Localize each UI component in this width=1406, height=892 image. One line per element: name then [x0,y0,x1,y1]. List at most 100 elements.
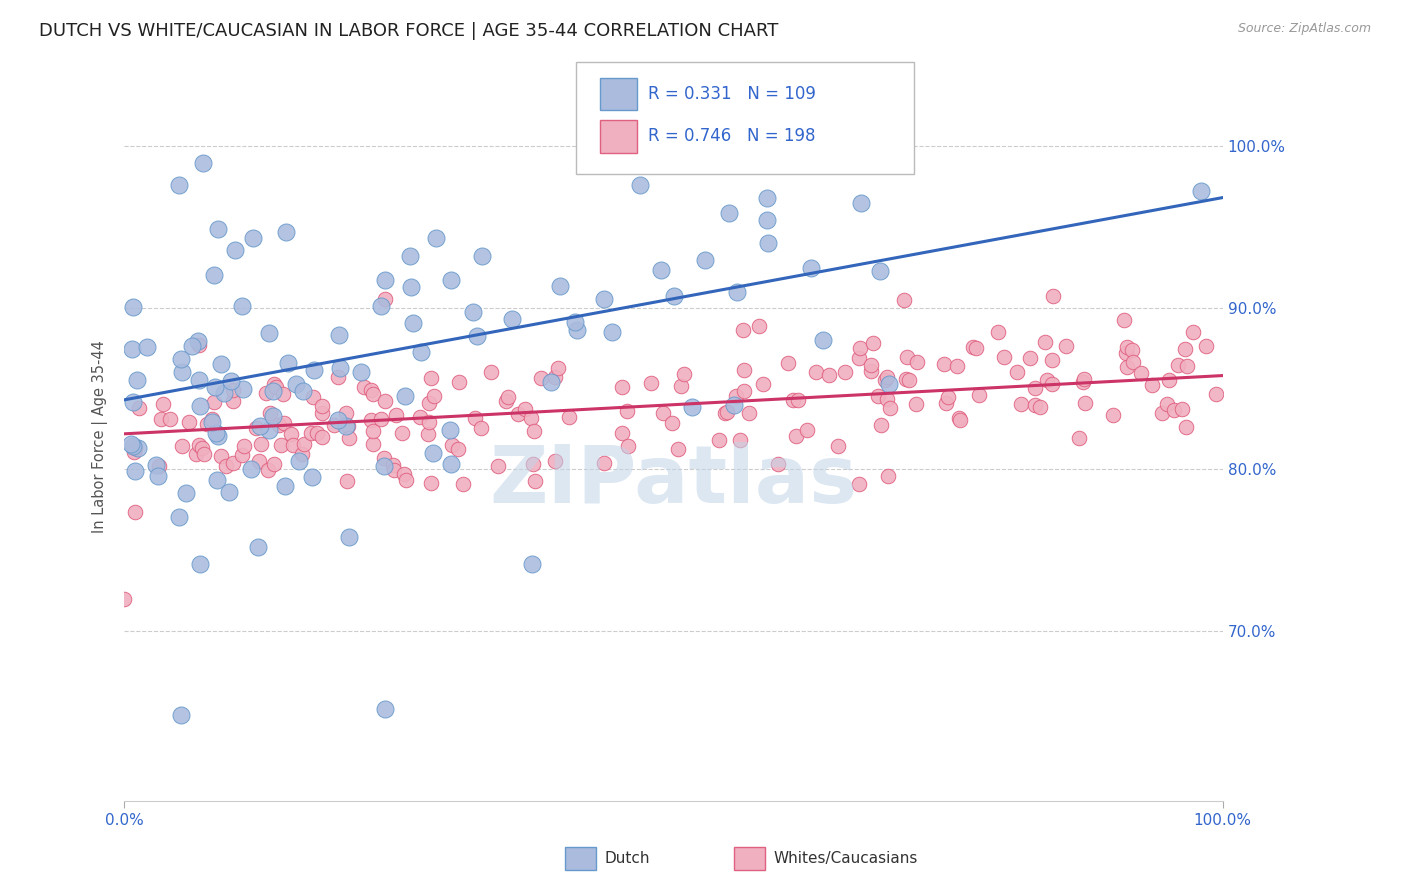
Point [668,442,690,457]
Point [121,342,143,356]
Point [360,413,382,427]
Point [768,457,790,471]
Point [935,396,957,410]
Point [695,253,717,268]
Point [1067,431,1090,445]
Point [848,342,870,356]
Point [335,406,357,420]
Point [709,433,731,447]
Point [370,299,392,313]
Point [948,411,970,425]
Point [1073,372,1095,386]
Point [420,475,443,490]
Point [124,464,146,478]
Point [233,439,256,453]
Point [755,191,778,205]
Point [262,384,284,398]
Point [193,447,215,461]
Point [188,399,211,413]
Point [329,360,352,375]
Point [121,439,143,453]
Point [221,375,243,389]
Point [374,273,396,287]
Point [486,458,509,473]
Point [1195,338,1218,352]
Point [987,325,1010,339]
Point [263,457,285,471]
Point [1024,397,1046,411]
Point [652,406,675,420]
Point [374,394,396,409]
Point [544,370,567,384]
Point [177,415,200,429]
Point [610,426,633,441]
Point [273,387,295,401]
Point [292,384,315,398]
Point [259,406,281,420]
Point [249,437,271,451]
Point [245,421,267,435]
Point [593,292,616,306]
Point [600,326,623,340]
Point [893,293,915,308]
Point [796,423,818,437]
Point [122,444,145,458]
Point [419,371,441,385]
Point [1024,381,1046,395]
Point [207,429,229,443]
Point [506,407,529,421]
Point [672,368,695,382]
Point [564,315,586,329]
Point [481,365,503,379]
Point [1033,334,1056,349]
Point [876,370,898,384]
Point [247,540,270,554]
Point [495,394,517,409]
Point [547,360,569,375]
Point [337,431,360,445]
Point [336,419,359,434]
Point [231,448,253,462]
Point [669,379,692,393]
Point [287,453,309,467]
Point [361,387,384,401]
Point [382,463,405,477]
Point [209,449,232,463]
Point [240,462,263,476]
Point [280,426,302,441]
Point [302,390,325,404]
Point [1035,373,1057,387]
Point [866,388,889,402]
Point [869,263,891,277]
Point [530,371,553,385]
Point [782,393,804,408]
Point [593,456,616,470]
Point [214,385,236,400]
Point [1112,312,1135,326]
Point [112,591,135,606]
Point [1029,401,1052,415]
Point [311,430,333,444]
Point [361,437,384,451]
Point [425,231,447,245]
Point [311,406,333,420]
Point [122,301,145,315]
Point [409,344,432,359]
Point [301,470,323,484]
Point [274,479,297,493]
Point [464,411,486,425]
Point [733,323,755,337]
Text: ZIPatlas: ZIPatlas [489,442,858,520]
Point [187,438,209,452]
Point [401,279,423,293]
Point [231,382,253,396]
Point [218,485,240,500]
Point [498,390,520,404]
Point [896,350,918,364]
Point [748,318,770,333]
Point [811,333,834,347]
Point [257,326,280,340]
Point [787,393,810,408]
Point [254,385,277,400]
Point [879,401,901,415]
